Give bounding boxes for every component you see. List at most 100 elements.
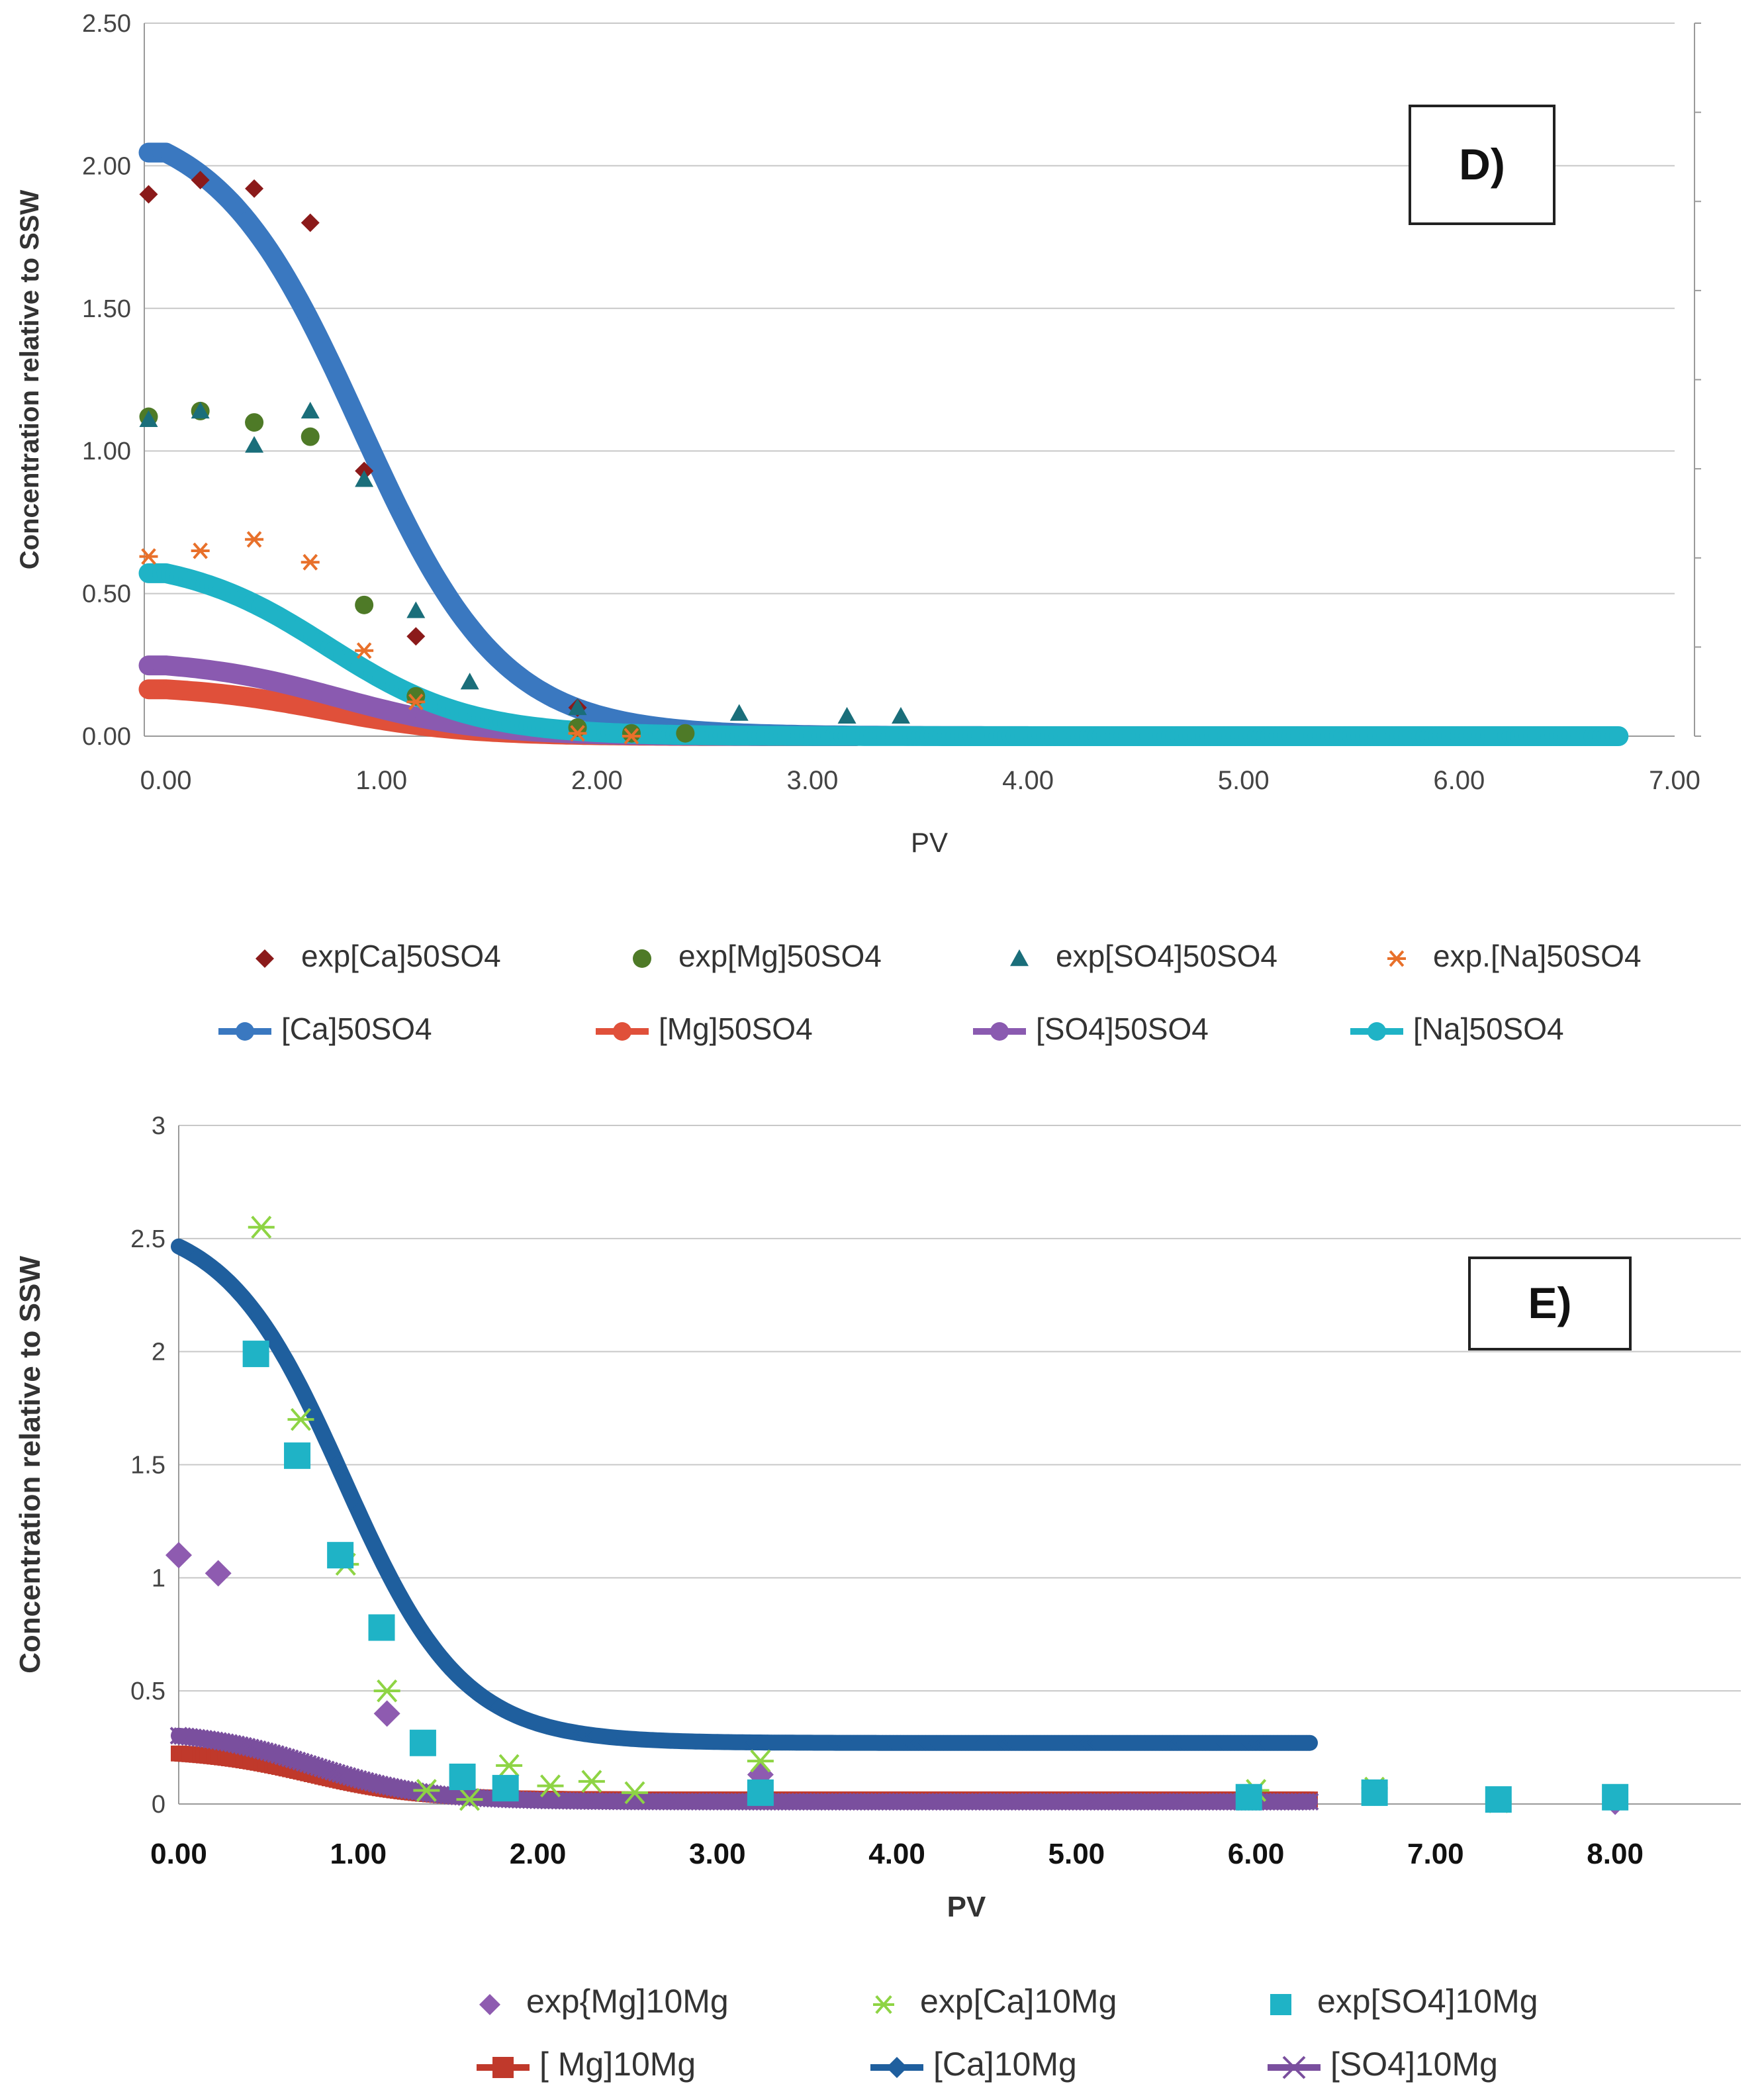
legend-item: exp[SO4]10Mg — [1270, 1983, 1538, 2020]
data-point — [245, 531, 264, 548]
x-tick-label: 3.00 — [787, 766, 839, 795]
y-tick-label: 1.5 — [130, 1452, 165, 1480]
model-point — [271, 1340, 287, 1356]
legend-marker — [886, 2057, 907, 2078]
legend-label: exp[Ca]10Mg — [920, 1983, 1117, 2020]
legend: exp{Mg]10Mg exp[Ca]10Mg exp[SO4]10Mg [ Mg]1… — [477, 1983, 1538, 2083]
legend-item: exp[SO4]50SO4 — [1010, 939, 1277, 973]
data-point — [245, 413, 264, 432]
data-point — [492, 1775, 519, 1802]
legend-item: [Mg]50SO4 — [596, 1012, 813, 1046]
data-point — [622, 724, 641, 743]
data-point — [373, 1700, 400, 1727]
legend-marker — [236, 1022, 254, 1041]
experimental-series — [248, 1215, 1512, 1813]
y-tick-label: 3 — [152, 1112, 165, 1140]
data-point — [449, 1764, 476, 1790]
data-point — [676, 724, 695, 743]
legend-marker — [1270, 1994, 1291, 2015]
legend-marker — [492, 2057, 514, 2078]
data-point — [496, 1754, 523, 1778]
data-point — [191, 170, 210, 189]
model-point — [378, 1777, 396, 1795]
data-point — [301, 427, 320, 446]
x-axis-title: PV — [947, 1891, 986, 1923]
data-point — [205, 1560, 232, 1587]
data-point — [139, 548, 158, 565]
y-tick-label: 1 — [152, 1564, 165, 1592]
model-curve-line — [138, 142, 1039, 746]
x-tick-label: 8.00 — [1587, 1838, 1644, 1870]
data-point — [284, 1442, 311, 1469]
panel-label: D) — [1459, 140, 1505, 189]
legend-label: exp[SO4]50SO4 — [1056, 939, 1277, 973]
legend-item: exp[Ca]10Mg — [873, 1983, 1117, 2020]
x-tick-label: 5.00 — [1048, 1838, 1105, 1870]
data-point — [1361, 1779, 1388, 1806]
data-point — [413, 1779, 440, 1802]
data-point — [747, 1779, 774, 1806]
data-point — [301, 553, 320, 571]
x-tick-label: 7.00 — [1649, 766, 1700, 795]
x-tick-label: 4.00 — [868, 1838, 925, 1870]
y-tick-label: 2 — [152, 1339, 165, 1366]
data-point — [568, 698, 587, 716]
legend-label: [ Mg]10Mg — [539, 2046, 696, 2083]
legend-marker — [1010, 949, 1029, 967]
legend-item: [Ca]50SO4 — [218, 1012, 432, 1046]
y-tick-label: 0.50 — [82, 581, 131, 608]
x-tick-label: 7.00 — [1407, 1838, 1464, 1870]
legend-marker — [633, 949, 651, 968]
model-series — [169, 1727, 1319, 1811]
data-point — [578, 1770, 605, 1793]
experimental-series — [139, 170, 641, 743]
data-point — [355, 642, 374, 659]
legend-item: [Ca]10Mg — [870, 2046, 1077, 2083]
model-point — [1301, 1734, 1318, 1751]
experimental-series — [242, 1341, 1629, 1813]
x-tick-label: 0.00 — [140, 766, 192, 795]
model-point — [275, 1347, 291, 1363]
y-tick-label: 2.00 — [82, 152, 131, 180]
legend-marker — [1282, 2056, 1306, 2079]
model-point — [223, 1734, 242, 1753]
data-point — [1235, 1783, 1262, 1811]
data-point — [406, 627, 426, 646]
data-point — [373, 1679, 400, 1703]
data-point — [301, 401, 320, 419]
y-tick-label: 0.00 — [82, 723, 131, 751]
legend-item: [Na]50SO4 — [1350, 1012, 1564, 1046]
data-point — [456, 1787, 483, 1811]
legend-item: exp{Mg]10Mg — [479, 1983, 729, 2020]
legend-item: exp[Mg]50SO4 — [633, 939, 882, 973]
legend-marker — [1368, 1022, 1386, 1041]
legend-item: [SO4]50SO4 — [973, 1012, 1209, 1046]
legend-marker — [1387, 950, 1406, 967]
legend-label: exp[Mg]50SO4 — [678, 939, 882, 973]
data-point — [729, 704, 749, 721]
legend-label: [Ca]50SO4 — [281, 1012, 432, 1046]
panel-label-box — [1409, 105, 1555, 225]
legend-label: [Mg]50SO4 — [659, 1012, 813, 1046]
legend-marker — [479, 1994, 500, 2015]
chart-panel-e: 0 0.5 1 1.5 2 2.5 3 0.00 1.00 2.00 3.00 4.00 5.00 6.0… — [14, 1112, 1741, 2083]
data-point — [139, 185, 158, 204]
data-point — [406, 601, 426, 618]
data-point — [622, 1781, 649, 1805]
model-point — [381, 1778, 400, 1796]
data-point — [245, 436, 264, 453]
legend-label: exp{Mg]10Mg — [526, 1983, 729, 2020]
model-point — [1609, 727, 1628, 745]
y-tick-label: 2.5 — [130, 1225, 165, 1253]
x-tick-label: 6.00 — [1433, 766, 1485, 795]
legend-label: exp.[Na]50SO4 — [1433, 939, 1642, 973]
y-tick-label: 0.5 — [130, 1678, 165, 1705]
y-tick-label: 0 — [152, 1791, 165, 1819]
x-tick-label: 0.00 — [150, 1838, 207, 1870]
legend-marker — [873, 1995, 894, 2015]
data-point — [191, 542, 210, 559]
experimental-series — [139, 531, 641, 745]
y-tick-label: 2.50 — [82, 10, 131, 38]
model-point — [1301, 1793, 1319, 1811]
panel-label: E) — [1528, 1278, 1572, 1327]
